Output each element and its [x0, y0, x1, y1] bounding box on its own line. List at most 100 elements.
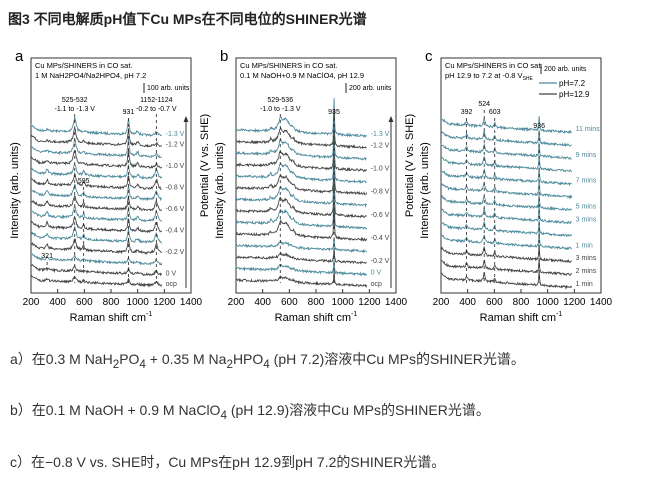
spectrum-trace	[440, 116, 572, 135]
peak-label: 603	[489, 109, 501, 116]
x-axis-label: Raman shift cm-1	[70, 311, 153, 324]
x-tick-label: 800	[513, 297, 530, 308]
trace-label: -0.2 V	[371, 258, 390, 265]
y-axis-label-right: Potential (V vs. SHE)	[199, 114, 211, 217]
x-tick-label: 1200	[358, 297, 381, 308]
spectrum-trace	[440, 205, 572, 225]
spectrum-trace	[30, 149, 163, 169]
x-tick-label: 1200	[563, 297, 586, 308]
spectrum-trace	[440, 257, 572, 276]
trace-label: ocp	[371, 281, 382, 288]
x-tick-label: 1000	[127, 297, 150, 308]
spectrum-trace	[235, 178, 367, 219]
x-tick-label: 400	[49, 297, 66, 308]
trace-label: -0.4 V	[371, 235, 390, 242]
panel-a: a Cu MPs/SHINERS in CO sat.1 M NaH2PO4/Na…	[9, 48, 211, 324]
spectrum-trace	[440, 230, 573, 251]
peak-label-range: -1.0 to -1.3 V	[260, 106, 301, 113]
trace-label: 2 mins	[576, 268, 597, 275]
x-tick-label: 1000	[537, 297, 560, 308]
peak-label: 936	[533, 123, 545, 130]
spectrum-trace	[30, 206, 163, 223]
x-tick-label: 200	[23, 297, 40, 308]
spectrum-trace	[30, 237, 162, 255]
trace-label: -0.6 V	[371, 212, 390, 219]
x-tick-label: 1400	[385, 297, 408, 308]
caption-b: b）在0.1 M NaOH + 0.9 M NaClO4 (pH 12.9)溶液…	[10, 402, 490, 422]
trace-label: -0.2 V	[166, 249, 185, 256]
spectrum-trace	[30, 216, 163, 234]
spectrum-trace	[440, 179, 573, 200]
spectrum-trace	[235, 259, 368, 277]
x-axis-label: Raman shift cm-1	[480, 311, 563, 324]
spectrum-trace	[440, 155, 573, 173]
caption-c: c）在−0.8 V vs. SHE时，Cu MPs在pH 12.9到pH 7.2…	[10, 454, 446, 470]
figure-title: 图3 不同电解质pH值下Cu MPs在不同电位的SHINER光谱	[8, 11, 367, 27]
panel-c: c Cu MPs/SHINERS in CO sat.pH 12.9 to 7.2…	[419, 48, 613, 324]
x-tick-label: 200	[433, 297, 450, 308]
spectrum-trace	[31, 183, 163, 202]
trace-label: 1 min	[576, 242, 593, 249]
peak-label-range: -0.2 to -0.7 V	[136, 106, 177, 113]
x-axis-label: Raman shift cm-1	[275, 311, 358, 324]
x-tick-label: 1200	[153, 297, 176, 308]
superscript: -1	[556, 311, 562, 318]
trace-label: 5 mins	[576, 204, 597, 211]
panel-header-line1: Cu MPs/SHINERS in CO sat.	[35, 61, 133, 70]
trace-label: -1.0 V	[371, 166, 390, 173]
superscript: -1	[146, 311, 152, 318]
x-tick-label: 600	[281, 297, 298, 308]
trace-label: 7 mins	[576, 178, 597, 185]
trace-label: -1.0 V	[166, 163, 185, 170]
panel-header-line2: 0.1 M NaOH+0.9 M NaClO4, pH 12.9	[240, 71, 364, 80]
y-axis-label: Intensity (arb. units)	[419, 142, 431, 239]
panel-header-line1: Cu MPs/SHINERS in CO sat.	[240, 61, 338, 70]
trace-label: -1.3 V	[166, 131, 185, 138]
trace-label: 0 V	[371, 269, 382, 276]
panel-header-line1: Cu MPs/SHINERS in CO sat.	[445, 61, 543, 70]
trace-label: -1.3 V	[371, 131, 390, 138]
spectrum-trace	[30, 263, 163, 277]
spectrum-trace	[440, 142, 572, 160]
spectrum-trace	[235, 248, 367, 265]
peak-label: 321	[41, 253, 53, 260]
spectrum-trace	[441, 269, 573, 290]
panel-letter: c	[425, 48, 433, 65]
subscript: SHE	[523, 76, 534, 82]
caption-a: a）在0.3 M NaH2PO4 + 0.35 M Na2HPO4 (pH 7.…	[10, 351, 525, 371]
panel-header-line2: pH 12.9 to 7.2 at -0.8 VSHE	[445, 71, 534, 82]
spectrum-trace	[440, 167, 572, 187]
peak-label: 529-536	[267, 97, 293, 104]
y-axis-label-right: Potential (V vs. SHE)	[404, 114, 416, 217]
trace-label: -1.2 V	[371, 143, 390, 150]
trace-label: ocp	[166, 281, 177, 288]
x-tick-label: 200	[228, 297, 245, 308]
spectrum-trace	[30, 163, 163, 180]
panel-letter: a	[15, 48, 24, 65]
figure-spectra: aCu MPs/SHINERS in CO sat.1 M NaH2PO4/Na…	[9, 48, 613, 324]
x-tick-label: 600	[486, 297, 503, 308]
trace-label: -0.4 V	[166, 227, 185, 234]
spectrum-trace	[30, 274, 163, 288]
x-tick-label: 1000	[332, 297, 355, 308]
spectrum-trace	[30, 253, 163, 266]
trace-label: -1.2 V	[166, 142, 185, 149]
spectrum-trace	[440, 220, 573, 238]
x-tick-label: 600	[76, 297, 93, 308]
panel-letter: b	[220, 48, 228, 65]
peak-label-range: -1.1 to -1.3 V	[54, 106, 95, 113]
spectrum-trace	[235, 120, 367, 162]
arrow-head-icon	[183, 116, 189, 122]
spectrum-trace	[440, 193, 573, 212]
spectrum-trace	[440, 129, 572, 148]
trace-label: 3 mins	[576, 255, 597, 262]
peak-label: 525-532	[62, 97, 88, 104]
peak-label: 595	[78, 178, 90, 185]
scale-bar-label: 200 arb. units	[544, 66, 587, 73]
trace-label: 3 mins	[576, 216, 597, 223]
trace-label: 9 mins	[576, 152, 597, 159]
spectrum-trace	[235, 109, 367, 149]
spectrum-trace	[235, 167, 368, 208]
x-tick-label: 1400	[180, 297, 203, 308]
x-tick-label: 800	[308, 297, 325, 308]
